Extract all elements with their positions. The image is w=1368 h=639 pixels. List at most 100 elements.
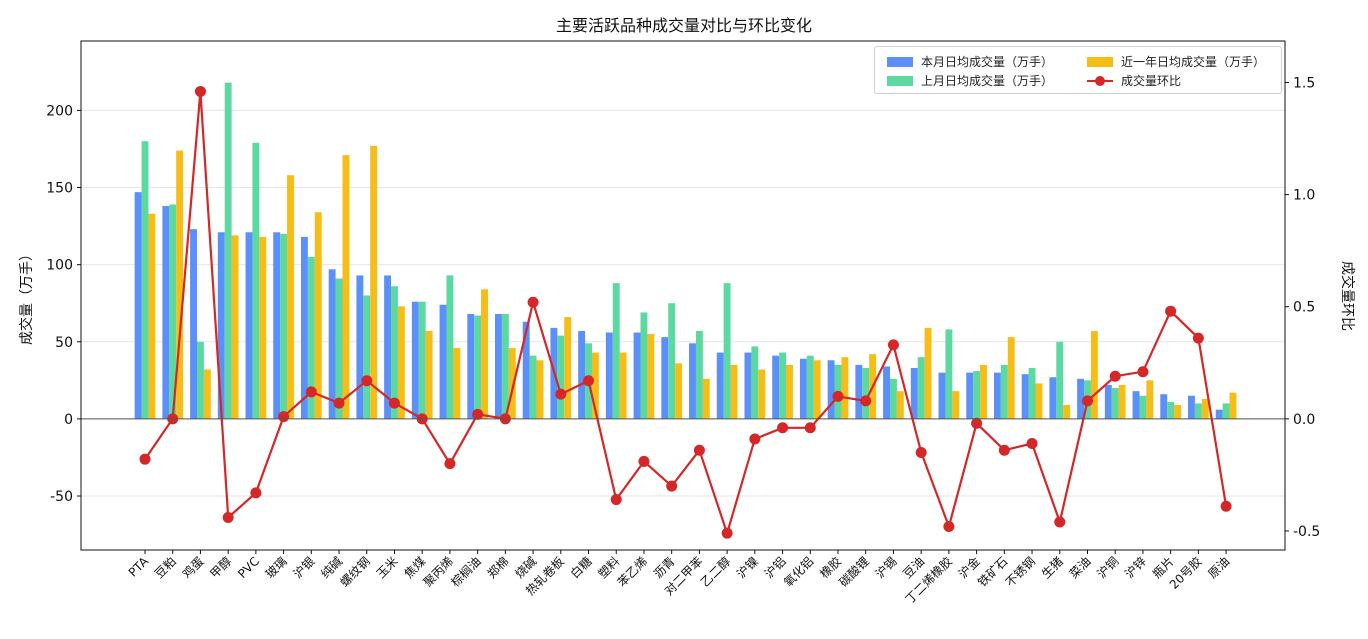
- y-tick-label-left: 150: [46, 181, 73, 197]
- legend-swatch-last-month: [887, 75, 913, 86]
- bar: [1077, 378, 1085, 419]
- bar: [397, 306, 405, 419]
- bar: [605, 332, 613, 419]
- bar: [252, 142, 260, 419]
- y-tick-label-left: 0: [64, 412, 73, 428]
- x-tick-label: 原油: [1205, 554, 1232, 581]
- ratio-point: [388, 397, 400, 409]
- x-tick-label: 苯乙烯: [615, 554, 650, 589]
- x-tick-label: 螺纹钢: [338, 554, 373, 589]
- legend-label-current-month: 本月日均成交量（万手）: [921, 55, 1054, 69]
- bar: [481, 289, 488, 419]
- ratio-point: [804, 422, 816, 434]
- x-tick-label: 聚丙烯: [421, 554, 456, 589]
- bar: [1035, 383, 1043, 419]
- ratio-point: [555, 388, 567, 400]
- bar: [245, 232, 253, 419]
- y-tick-label-left: 100: [46, 258, 73, 274]
- chart-title: 主要活跃品种成交量对比与环比变化: [556, 16, 812, 35]
- bar: [529, 355, 537, 419]
- ratio-point: [998, 444, 1010, 456]
- legend-label-last-month: 上月日均成交量（万手）: [921, 74, 1054, 88]
- bar: [224, 82, 232, 419]
- bar: [446, 275, 454, 419]
- bars: [134, 82, 1237, 419]
- legend-item-last-month: 上月日均成交量（万手）: [887, 72, 1053, 89]
- bar: [384, 275, 392, 419]
- ratio-point: [693, 444, 705, 456]
- bar: [862, 367, 870, 419]
- bar: [799, 358, 807, 419]
- ratio-point: [583, 375, 595, 387]
- ratio-point: [333, 397, 345, 409]
- bar: [917, 357, 925, 419]
- bar: [855, 364, 863, 419]
- bar: [314, 212, 322, 419]
- bar: [1160, 394, 1168, 419]
- bar: [889, 378, 897, 419]
- x-tick-label: 乙二醇: [697, 554, 733, 590]
- x-tick-label: PVC: [235, 554, 262, 581]
- x-tick-label: 玻璃: [263, 554, 290, 581]
- x-tick-label: 沪镍: [734, 554, 761, 581]
- ratio-point: [1165, 305, 1177, 317]
- bar: [779, 352, 787, 419]
- bar: [1132, 391, 1140, 419]
- bar: [1049, 377, 1057, 419]
- bar: [495, 314, 502, 419]
- x-tick-label: 生猪: [1039, 554, 1066, 581]
- y-tick-label-right: 1.5: [1293, 75, 1315, 91]
- bar: [619, 352, 627, 419]
- bar: [938, 372, 946, 419]
- ratio-point: [1026, 437, 1038, 449]
- bar: [1063, 405, 1071, 419]
- bar: [148, 213, 156, 419]
- y-tick-label-left: -50: [50, 489, 73, 505]
- bar: [716, 352, 724, 419]
- bar: [993, 372, 1001, 419]
- bar: [425, 330, 433, 419]
- bar: [702, 378, 710, 419]
- x-tick-label: 沪铜: [1094, 554, 1122, 582]
- ratio-point: [1054, 516, 1066, 528]
- ratio-point: [1109, 370, 1121, 382]
- bar: [910, 367, 918, 419]
- bar: [1021, 374, 1029, 419]
- bar: [1000, 364, 1008, 419]
- bar: [190, 229, 197, 419]
- bar: [411, 301, 419, 419]
- x-tick-label: 棕榈油: [448, 554, 484, 590]
- bar: [231, 235, 239, 419]
- bar: [307, 256, 315, 419]
- ratio-point: [1137, 366, 1149, 378]
- bar: [1007, 337, 1015, 419]
- x-tick-label: 沪锌: [1122, 554, 1149, 581]
- ratio-point: [666, 480, 678, 492]
- ratio-point: [444, 458, 456, 470]
- bar: [633, 332, 641, 419]
- legend-swatch-ratio: [1087, 75, 1113, 86]
- ratio-point: [971, 417, 983, 429]
- bar: [1174, 405, 1181, 419]
- bar: [723, 283, 731, 419]
- bar: [973, 371, 981, 419]
- bar: [356, 275, 364, 419]
- y-axis-label-right: 成交量环比: [1339, 261, 1356, 331]
- ratio-point: [777, 422, 789, 434]
- bar: [418, 301, 426, 419]
- bar: [1229, 392, 1237, 419]
- bar: [453, 347, 461, 419]
- bar: [196, 341, 204, 419]
- bar: [647, 334, 655, 419]
- bar: [668, 303, 676, 419]
- ratio-point: [361, 375, 373, 387]
- bar: [508, 347, 516, 419]
- ratio-point: [721, 527, 733, 539]
- bar: [945, 329, 953, 419]
- x-tick-label: PTA: [126, 554, 152, 580]
- bar: [287, 175, 294, 419]
- bar: [695, 330, 703, 419]
- x-tick-label: 不锈钢: [1003, 554, 1038, 589]
- bar: [751, 346, 759, 419]
- bar: [370, 145, 378, 419]
